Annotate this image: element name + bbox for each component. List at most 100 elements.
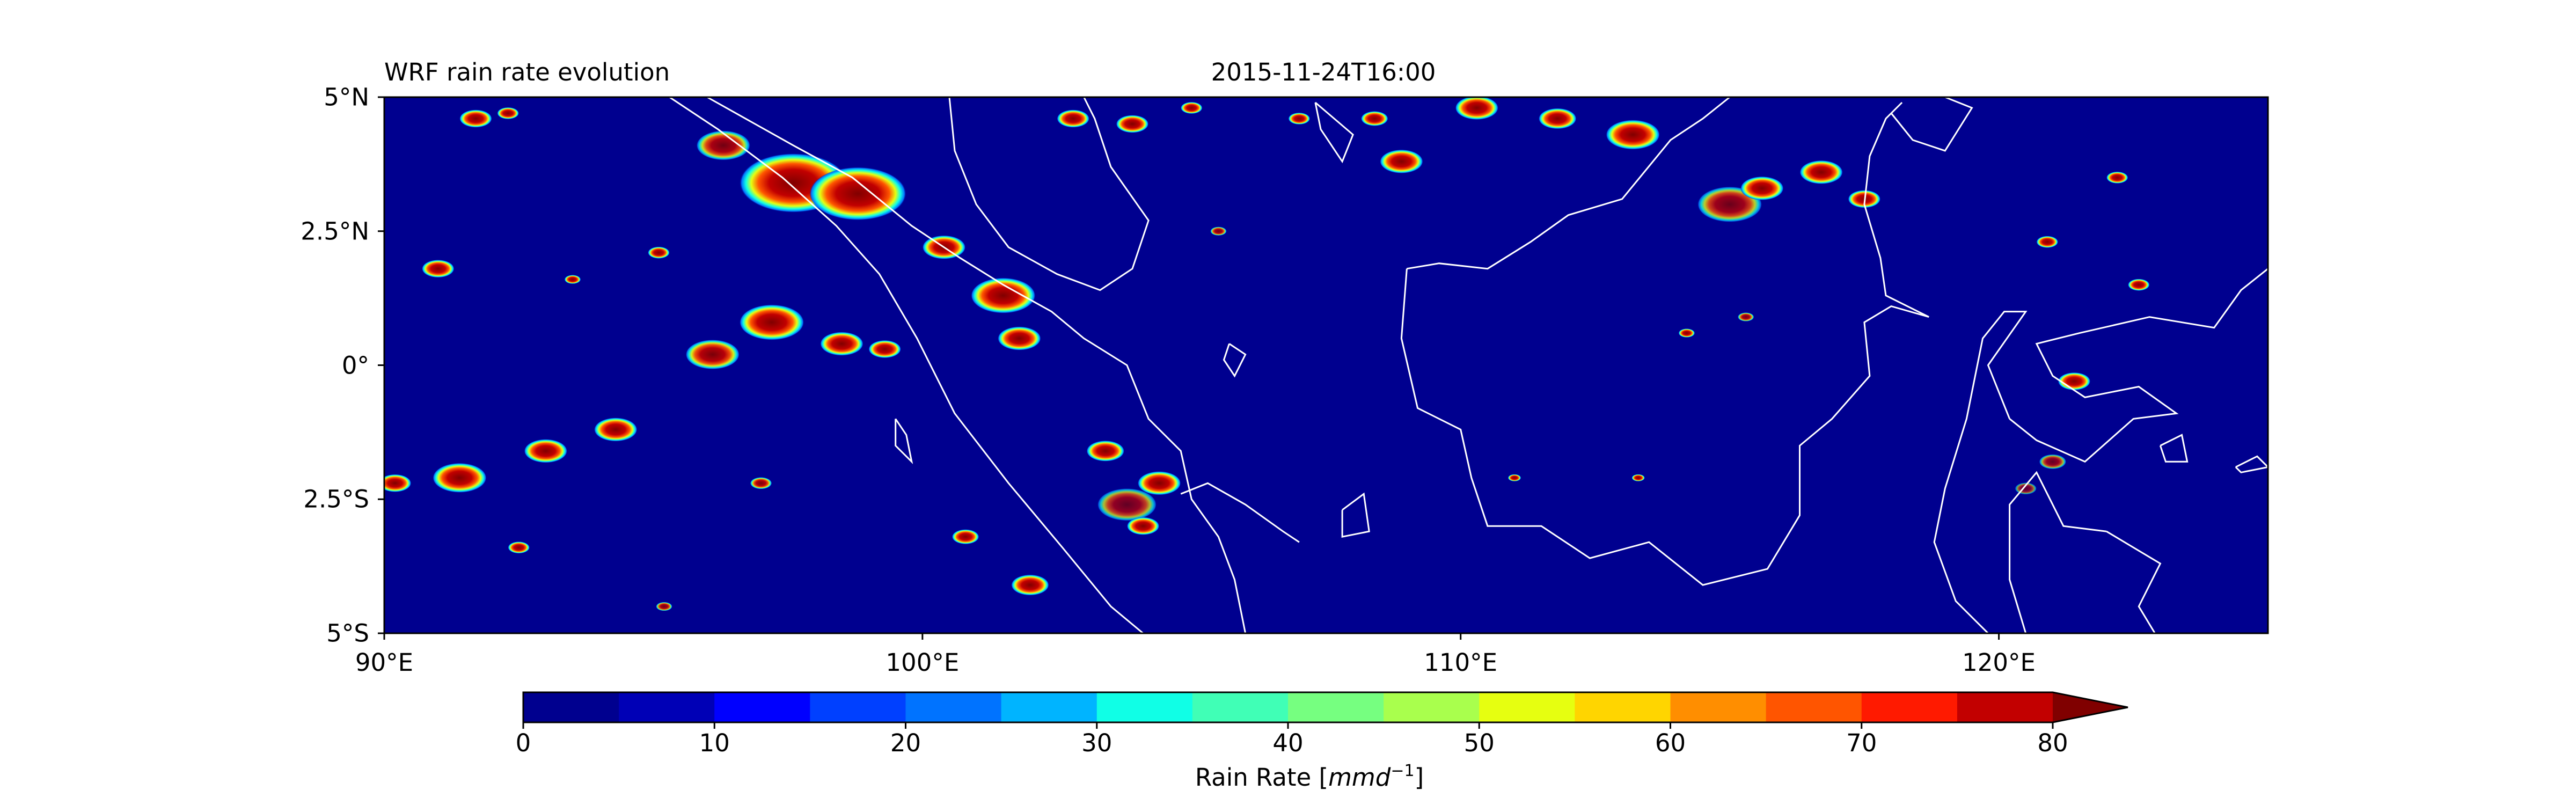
rain-cell — [497, 107, 519, 120]
colorbar-swatch — [1288, 692, 1384, 722]
coastline — [706, 97, 1247, 633]
rain-cell — [2106, 171, 2128, 184]
rain-cell — [422, 260, 455, 278]
colorbar-swatch — [1670, 692, 1767, 722]
colorbar-tick-label: 60 — [1655, 729, 1686, 757]
x-tick-marks — [383, 633, 2000, 640]
rain-cell — [1799, 160, 1843, 184]
colorbar-swatch — [1001, 692, 1097, 722]
coastline — [1341, 492, 1370, 538]
coastline — [1180, 482, 1300, 543]
rain-cell — [1539, 108, 1577, 129]
rain-cell — [809, 167, 906, 221]
colorbar-swatch — [1479, 692, 1575, 722]
x-tick-label: 100°E — [885, 648, 960, 677]
coastline — [669, 97, 1144, 633]
coastline — [948, 97, 1150, 291]
rain-cell — [433, 463, 487, 493]
y-tick-label: 5°N — [324, 83, 369, 112]
rain-cell — [1606, 120, 1660, 150]
colorbar-tick-label: 20 — [890, 729, 921, 757]
colorbar-swatch — [1096, 692, 1193, 722]
coastlines — [669, 97, 2268, 633]
rain-cell — [1138, 471, 1181, 495]
rain-cell — [820, 332, 863, 356]
rain-cell — [1126, 517, 1160, 535]
x-tick-label: 110°E — [1424, 648, 1498, 677]
coastline — [2106, 530, 2162, 633]
rain-cell — [1181, 101, 1203, 114]
rain-cell — [1116, 115, 1149, 133]
coastline — [1890, 97, 1973, 152]
rain-cell — [685, 339, 740, 370]
rain-cell — [1678, 328, 1695, 338]
map-background — [384, 97, 2268, 633]
rain-cell — [564, 275, 581, 284]
timestamp-title: 2015-11-24T16:00 — [1211, 58, 1436, 86]
colorbar-label-unit: mmd — [1328, 763, 1391, 792]
colorbar-swatch — [810, 692, 906, 722]
colorbar-swatch — [619, 692, 715, 722]
rain-cell — [1455, 97, 1498, 120]
x-tick-label: 120°E — [1962, 648, 2036, 677]
colorbar-tick-label: 10 — [699, 729, 730, 757]
rain-cell — [524, 439, 567, 463]
rain-cell — [739, 304, 804, 340]
figure-title: WRF rain rate evolution — [384, 58, 670, 86]
colorbar-swatch — [1192, 692, 1289, 722]
y-tick-label: 5°S — [326, 619, 369, 648]
rain-cell — [2036, 236, 2058, 248]
colorbar-swatch — [1384, 692, 1480, 722]
rain-cell — [998, 326, 1041, 350]
colorbar-tick-label: 80 — [2037, 729, 2068, 757]
rain-cell — [1507, 474, 1521, 481]
rain-cell — [1380, 149, 1423, 173]
coastline — [1933, 311, 2028, 633]
rain-cell — [648, 246, 670, 259]
colorbar-extend-arrow — [2053, 692, 2128, 722]
rain-cell — [459, 109, 492, 128]
coastline — [2235, 455, 2268, 473]
rain-cell — [2128, 279, 2150, 291]
colorbar-swatch — [1575, 692, 1671, 722]
colorbar — [522, 691, 2128, 729]
rain-cell — [508, 541, 530, 554]
y-tick-label: 2.5°S — [303, 485, 369, 514]
y-tick-label: 0° — [341, 351, 369, 379]
colorbar-swatch — [1861, 692, 1958, 722]
colorbar-label-suffix: ] — [1414, 763, 1424, 792]
rain-cell — [384, 474, 412, 492]
colorbar-label-prefix: Rain Rate [ — [1195, 763, 1329, 792]
colorbar-swatch — [1957, 692, 2053, 722]
colorbar-tick-label: 50 — [1463, 729, 1495, 757]
colorbar-swatch — [1766, 692, 1862, 722]
rain-cell — [1361, 111, 1388, 126]
rain-cell — [1057, 109, 1089, 128]
coastline — [2009, 471, 2107, 633]
rain-cell — [1086, 441, 1124, 462]
coastline — [2159, 434, 2189, 463]
colorbar-outline — [522, 691, 2128, 723]
rain-cell — [594, 418, 638, 442]
rain-cell — [696, 130, 750, 160]
y-tick-marks — [378, 96, 384, 634]
coastline — [895, 418, 913, 464]
rain-cell — [1210, 226, 1227, 236]
rain-cell — [656, 602, 672, 611]
colorbar-tick-label: 30 — [1081, 729, 1113, 757]
rain-cell — [2058, 372, 2091, 391]
colorbar-swatch — [523, 692, 619, 722]
rain-cell — [868, 340, 901, 358]
rain-cell — [1097, 488, 1157, 521]
colorbar-swatch — [905, 692, 1002, 722]
coastline — [1407, 97, 1731, 270]
colorbar-tick-label: 40 — [1272, 729, 1304, 757]
colorbar-tick-label: 0 — [515, 729, 531, 757]
rain-cell — [750, 477, 772, 489]
rain-cell — [1740, 176, 1784, 200]
coastline — [1314, 101, 1354, 164]
rain-cell — [1011, 574, 1049, 596]
colorbar-swatch — [714, 692, 810, 722]
coastline — [2009, 268, 2268, 463]
